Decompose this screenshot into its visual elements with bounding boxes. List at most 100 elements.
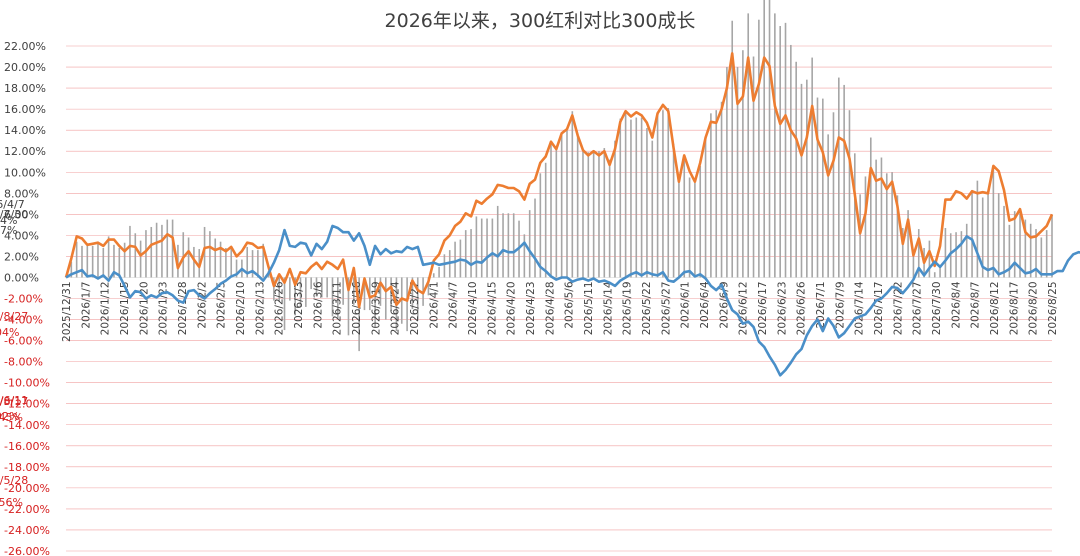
diff-bar xyxy=(523,234,526,278)
diff-bar xyxy=(400,277,403,324)
diff-bar xyxy=(854,153,856,278)
diff-bar xyxy=(512,213,515,278)
diff-bar xyxy=(640,117,643,278)
diff-bar xyxy=(182,232,185,278)
diff-bar xyxy=(1051,214,1053,278)
diff-bar xyxy=(246,246,249,278)
diff-bar xyxy=(651,140,654,278)
diff-bar xyxy=(438,266,440,278)
y-tick-label: -18.00% xyxy=(4,461,50,474)
x-tick-label: 2026/8/17 xyxy=(1008,281,1020,335)
x-tick-label: 2025/12/31 xyxy=(61,281,73,342)
y-tick-label: 0.00% xyxy=(4,271,39,284)
diff-bar xyxy=(209,231,211,278)
diff-bar xyxy=(992,166,995,278)
diff-bar xyxy=(315,277,318,297)
x-tick-label: 2026/5/27 xyxy=(660,281,672,335)
diff-bar xyxy=(715,110,718,278)
diff-bar xyxy=(790,44,792,278)
x-tick-label: 2026/2/5 xyxy=(216,281,228,328)
y-tick-label: -26.00% xyxy=(4,545,50,556)
diff-bar xyxy=(822,98,824,278)
diff-bar xyxy=(582,149,584,278)
diff-bar xyxy=(656,115,659,278)
y-tick-label: 20.00% xyxy=(4,61,46,74)
x-tick-label: 2026/4/10 xyxy=(467,281,479,335)
diff-bar xyxy=(443,254,446,278)
diff-bar xyxy=(161,224,163,278)
x-tick-label: 2026/7/30 xyxy=(931,281,943,335)
diff-bar xyxy=(97,241,99,278)
diff-bar xyxy=(678,181,680,278)
diff-bar xyxy=(502,213,504,278)
diff-bar xyxy=(891,172,893,278)
diff-bar xyxy=(816,97,819,278)
diff-bar xyxy=(251,250,254,278)
x-tick-label: 2026/1/23 xyxy=(158,281,170,335)
diff-bar xyxy=(560,133,563,278)
diff-bar xyxy=(880,157,883,278)
y-tick-label: 22.00% xyxy=(4,40,46,53)
diff-bar xyxy=(118,248,121,278)
x-tick-label: 2026/6/26 xyxy=(796,281,808,335)
y-tick-label: 12.00% xyxy=(4,145,46,158)
diff-bar xyxy=(576,133,579,278)
diff-bar xyxy=(603,148,606,278)
diff-bar xyxy=(464,230,467,278)
diff-bar xyxy=(800,83,803,278)
diff-bar xyxy=(406,277,408,332)
x-tick-label: 2026/4/20 xyxy=(506,281,518,335)
x-tick-label: 2026/3/27 xyxy=(409,281,421,335)
diff-bar xyxy=(795,61,797,278)
annotation-value: -18.56% xyxy=(0,496,23,509)
x-tick-label: 2026/3/16 xyxy=(351,281,363,335)
diff-bar xyxy=(70,261,73,278)
diff-bar xyxy=(704,136,707,278)
diff-bar xyxy=(384,277,387,320)
y-tick-label: 18.00% xyxy=(4,82,46,95)
diff-bar xyxy=(587,152,590,278)
x-tick-label: 2026/2/10 xyxy=(235,281,247,335)
diff-bar xyxy=(662,110,664,278)
diff-bar xyxy=(672,143,675,278)
diff-bar xyxy=(454,241,456,278)
x-tick-label: 2026/6/12 xyxy=(738,281,750,335)
diff-bar xyxy=(539,173,542,278)
diff-bar xyxy=(230,248,233,278)
diff-bar xyxy=(289,277,291,301)
diff-bar xyxy=(608,159,611,278)
x-tick-label: 2026/8/25 xyxy=(1047,281,1059,335)
y-tick-label: -20.00% xyxy=(4,482,50,495)
y-tick-label: -14.00% xyxy=(4,419,50,432)
diff-bar xyxy=(763,0,765,278)
x-tick-label: 2026/1/20 xyxy=(138,281,150,335)
x-tick-label: 2026/4/28 xyxy=(544,281,556,335)
diff-bar xyxy=(102,248,105,278)
diff-bar xyxy=(1040,237,1043,278)
diff-bar xyxy=(965,223,968,278)
diff-bar xyxy=(683,160,686,278)
diff-bar xyxy=(960,231,963,278)
diff-bar xyxy=(374,277,376,327)
diff-bar xyxy=(731,20,734,278)
diff-bar xyxy=(811,57,813,278)
x-tick-label: 2026/7/17 xyxy=(873,281,885,335)
diff-bar xyxy=(944,228,947,278)
annotation-date: 2026/5/28 xyxy=(0,474,28,487)
diff-bar xyxy=(1029,223,1032,278)
x-tick-label: 2026/6/4 xyxy=(699,281,711,328)
annotation-value: -2.04% xyxy=(0,326,19,339)
diff-bar xyxy=(496,205,499,278)
diff-bar xyxy=(294,277,296,316)
diff-bar xyxy=(86,245,89,278)
diff-bar xyxy=(273,277,275,301)
diff-bar xyxy=(619,118,622,278)
diff-bar xyxy=(832,112,835,278)
diff-bar xyxy=(123,242,126,278)
diff-bar xyxy=(139,240,142,278)
diff-bar xyxy=(896,195,899,278)
x-tick-label: 2026/3/11 xyxy=(332,281,344,335)
x-tick-label: 2026/5/19 xyxy=(622,281,634,335)
x-tick-label: 2026/7/1 xyxy=(815,281,827,328)
diff-bar xyxy=(219,241,222,278)
